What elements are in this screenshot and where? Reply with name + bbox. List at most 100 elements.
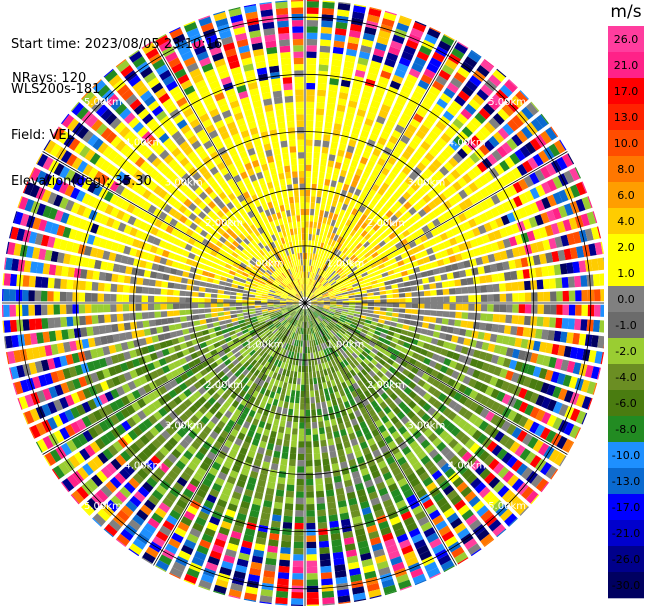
velocity-gate xyxy=(152,360,161,369)
velocity-gate xyxy=(340,327,347,333)
velocity-gate xyxy=(256,347,263,355)
velocity-gate xyxy=(493,366,502,377)
velocity-gate xyxy=(29,427,36,439)
velocity-gate xyxy=(239,412,248,421)
velocity-gate xyxy=(155,530,169,542)
velocity-gate xyxy=(309,307,315,312)
velocity-gate xyxy=(323,257,328,264)
velocity-gate xyxy=(368,228,376,236)
velocity-gate xyxy=(309,314,313,321)
velocity-gate xyxy=(264,564,276,572)
velocity-gate xyxy=(25,245,34,258)
velocity-gate xyxy=(381,578,395,588)
velocity-gate xyxy=(309,293,314,299)
velocity-gate xyxy=(329,261,335,268)
velocity-gate xyxy=(168,207,178,217)
velocity-gate xyxy=(314,240,318,248)
velocity-gate xyxy=(305,434,312,442)
velocity-gate xyxy=(511,459,523,472)
velocity-gate xyxy=(406,410,416,420)
velocity-gate xyxy=(245,320,252,326)
velocity-gate xyxy=(316,95,326,103)
velocity-gate xyxy=(345,219,352,227)
velocity-gate xyxy=(86,497,100,511)
velocity-gate xyxy=(354,349,361,356)
velocity-gate xyxy=(61,113,70,125)
velocity-gate xyxy=(329,450,337,459)
velocity-gate xyxy=(254,354,262,362)
velocity-gate xyxy=(211,482,222,493)
velocity-gate xyxy=(496,191,507,202)
velocity-gate xyxy=(309,253,313,260)
velocity-gate xyxy=(278,284,285,290)
velocity-gate xyxy=(376,248,384,255)
velocity-gate xyxy=(470,49,482,58)
velocity-gate xyxy=(439,430,450,440)
velocity-gate xyxy=(380,493,391,503)
velocity-gate xyxy=(252,549,265,558)
velocity-gate xyxy=(176,329,184,337)
velocity-gate xyxy=(194,226,203,234)
velocity-gate xyxy=(345,151,353,160)
velocity-gate xyxy=(307,308,311,315)
velocity-gate xyxy=(221,343,229,350)
velocity-gate xyxy=(400,181,410,191)
velocity-gate xyxy=(364,216,372,225)
velocity-gate xyxy=(385,335,393,341)
velocity-gate xyxy=(343,278,350,283)
velocity-gate xyxy=(458,383,467,394)
velocity-gate xyxy=(449,303,456,310)
velocity-gate xyxy=(252,334,259,340)
velocity-gate xyxy=(362,275,370,281)
velocity-gate xyxy=(374,303,381,307)
velocity-gate xyxy=(271,335,278,342)
velocity-gate xyxy=(348,567,361,576)
velocity-gate xyxy=(403,129,414,139)
velocity-gate xyxy=(398,373,407,382)
velocity-gate xyxy=(472,369,481,379)
velocity-gate xyxy=(467,312,475,320)
velocity-gate xyxy=(164,355,173,364)
velocity-gate xyxy=(335,308,343,311)
velocity-gate xyxy=(11,258,19,271)
velocity-gate xyxy=(254,491,264,500)
velocity-gate xyxy=(480,285,488,293)
velocity-gate xyxy=(382,276,390,282)
velocity-gate xyxy=(36,332,44,344)
velocity-gate xyxy=(115,386,126,397)
velocity-gate xyxy=(383,260,391,267)
velocity-gate xyxy=(72,292,79,302)
velocity-gate xyxy=(297,466,304,473)
velocity-gate xyxy=(153,411,163,421)
velocity-gate xyxy=(147,517,160,529)
velocity-gate xyxy=(409,440,419,450)
velocity-gate xyxy=(116,313,124,322)
velocity-gate xyxy=(82,163,94,176)
velocity-gate xyxy=(389,374,398,383)
velocity-gate xyxy=(345,270,353,276)
velocity-gate xyxy=(485,411,495,422)
velocity-gate xyxy=(58,130,70,144)
velocity-gate xyxy=(241,248,249,256)
velocity-gate xyxy=(432,543,445,555)
velocity-gate xyxy=(25,348,34,361)
velocity-gate xyxy=(311,259,314,266)
velocity-gate xyxy=(97,142,109,154)
velocity-gate xyxy=(66,316,74,327)
velocity-gate xyxy=(239,262,247,268)
velocity-gate xyxy=(309,285,313,292)
velocity-gate xyxy=(199,229,208,238)
velocity-gate xyxy=(363,84,374,94)
velocity-gate xyxy=(395,241,403,249)
velocity-gate xyxy=(239,447,248,456)
velocity-gate xyxy=(333,40,345,49)
velocity-gate xyxy=(404,314,412,320)
velocity-gate xyxy=(530,101,540,112)
velocity-gate xyxy=(137,268,145,277)
velocity-gate xyxy=(408,216,417,225)
velocity-gate xyxy=(249,340,256,347)
velocity-gate xyxy=(333,314,341,319)
velocity-gate xyxy=(342,374,349,382)
velocity-gate xyxy=(66,380,76,392)
velocity-gate xyxy=(151,512,164,524)
